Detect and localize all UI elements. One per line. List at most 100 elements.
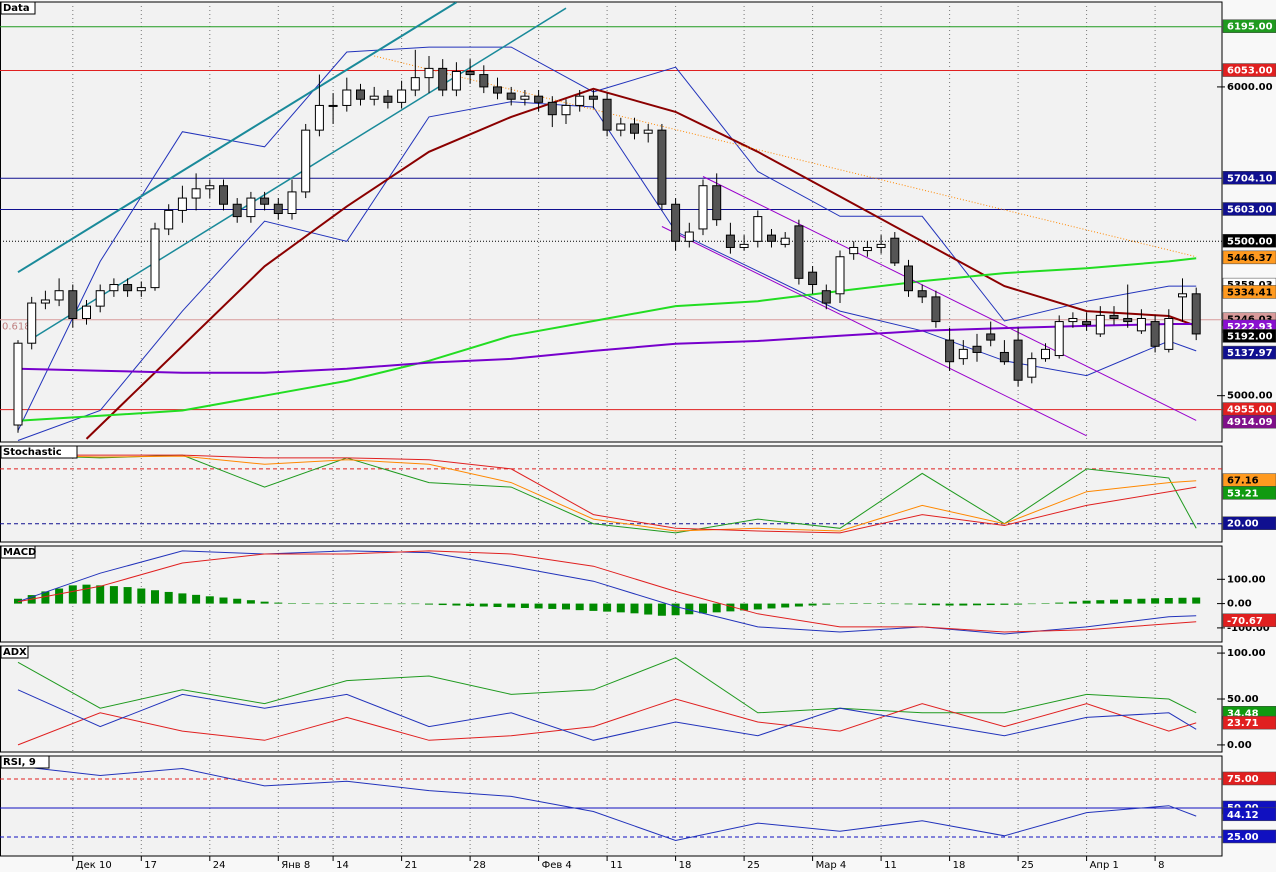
candle-body [725, 234, 735, 248]
indicator-line [17, 454, 1197, 534]
indicator-line [17, 698, 1197, 746]
candle-body [1178, 293, 1187, 298]
histogram-bar [1123, 599, 1132, 604]
price-label-box [1222, 250, 1276, 265]
histogram-bar [397, 603, 406, 605]
histogram-bar [452, 603, 461, 606]
indicator-line [85, 87, 1197, 440]
candle-body [410, 77, 420, 91]
histogram-bar [726, 603, 735, 612]
candle-body [588, 95, 598, 100]
indicator-line [31, 7, 567, 340]
candle-body [465, 70, 475, 76]
histogram-bar [329, 603, 338, 604]
x-tick-label: Апр 1 [1090, 860, 1119, 871]
candle-body [630, 123, 639, 134]
histogram-bar [288, 603, 296, 604]
histogram-bar [1096, 600, 1105, 604]
histogram-bar [767, 603, 776, 609]
x-tick-label: 8 [1158, 860, 1164, 871]
candle-body [972, 345, 982, 353]
indicator-line [17, 657, 1197, 714]
candle-body [479, 74, 489, 88]
price-label-box [1222, 516, 1276, 530]
histogram-bar [616, 603, 625, 613]
price-label-box [1222, 285, 1276, 299]
indicator-line [661, 226, 1087, 437]
histogram-bar [315, 603, 324, 605]
x-tick-label: Дек 10 [76, 860, 112, 871]
candle-body [835, 256, 845, 295]
histogram-bar [753, 603, 762, 610]
histogram-bar [699, 603, 707, 614]
histogram-bar [425, 603, 433, 605]
candle-body [506, 92, 516, 100]
x-tick-label: 18 [953, 860, 966, 871]
candle-body [767, 234, 776, 242]
histogram-bar [411, 603, 420, 605]
candle-body [575, 95, 585, 106]
price-label: 20.00 [1227, 519, 1259, 530]
candle-body [1095, 314, 1105, 335]
candle-body [780, 237, 790, 245]
histogram-bar [466, 603, 475, 607]
histogram-bar [192, 594, 201, 604]
y-tick-label: 0.00 [1227, 740, 1252, 751]
histogram-bar [1164, 598, 1173, 604]
candle-body [95, 290, 105, 307]
panel-title: RSI, 9 [3, 757, 36, 768]
x-tick-label: 11 [610, 860, 623, 871]
histogram-bar [890, 603, 899, 605]
histogram-bar [260, 601, 269, 604]
histogram-bar [931, 603, 940, 606]
price-label: 44.12 [1227, 810, 1259, 821]
indicator-line [17, 2, 457, 274]
candle-body [931, 296, 941, 323]
price-label: 34.48 [1227, 708, 1259, 719]
candle-body [438, 67, 448, 91]
candle-body [999, 351, 1009, 363]
candle-body [82, 305, 91, 319]
y-tick-label: 100.00 [1227, 574, 1266, 585]
x-tick-label: 11 [884, 860, 897, 871]
panel-title: ADX [3, 647, 27, 658]
panel-title: Data [3, 3, 30, 14]
candle-body [136, 287, 146, 292]
histogram-bar [1014, 603, 1023, 605]
histogram-bar [109, 586, 118, 604]
price-label-box [1222, 771, 1276, 786]
histogram-bar [356, 603, 365, 604]
candle-body [657, 129, 667, 205]
histogram-bar [438, 603, 447, 606]
price-label: 5192.00 [1227, 331, 1273, 342]
panel-plot [0, 446, 1222, 542]
indicator-line [17, 689, 1197, 741]
panel-title-box [0, 445, 78, 459]
price-label: -70.67 [1227, 616, 1263, 627]
candle-body [712, 185, 722, 221]
histogram-bar [82, 584, 91, 604]
price-label-box [1222, 19, 1276, 33]
candle-body [301, 129, 311, 193]
panel-background [0, 755, 1223, 857]
panel-background [0, 445, 1223, 543]
price-label-box [1222, 202, 1276, 216]
histogram-bar [1178, 597, 1187, 604]
x-tick-label: Янв 8 [281, 860, 310, 871]
histogram-bar [1041, 603, 1050, 604]
histogram-bar [1055, 602, 1064, 604]
histogram-bar [520, 603, 529, 608]
histogram-bar [178, 593, 187, 604]
price-label: 25.00 [1227, 832, 1259, 843]
candle-body [1041, 348, 1050, 360]
histogram-bar [808, 603, 817, 606]
histogram-bar [137, 588, 146, 604]
panel-title-box [0, 755, 50, 769]
histogram-bar [712, 603, 721, 613]
histogram-bar [41, 591, 50, 604]
panel-plot [14, 546, 1201, 642]
x-tick-label: 17 [144, 860, 157, 871]
candle-body [424, 67, 434, 79]
candle-body [890, 237, 900, 264]
candle-body [561, 104, 571, 116]
